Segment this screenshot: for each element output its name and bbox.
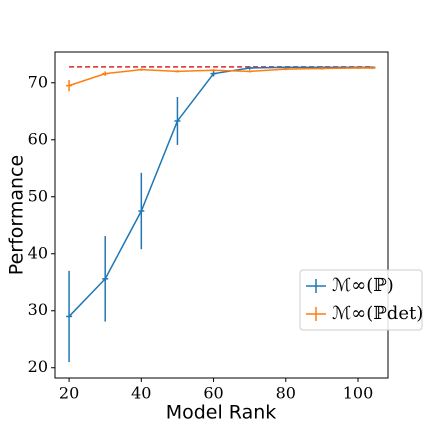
series-line xyxy=(68,67,373,87)
y-tick-label: 30 xyxy=(28,300,48,319)
y-tick-label: 60 xyxy=(28,129,48,148)
legend-box xyxy=(299,269,423,331)
y-axis-label: Performance xyxy=(6,155,28,275)
y-tick-label: 40 xyxy=(28,243,48,262)
legend-label: ℳ∞(ℙ) xyxy=(332,275,394,296)
x-tick-label: 40 xyxy=(131,384,151,403)
legend-label: ℳ∞(ℙdet) xyxy=(332,303,423,324)
y-tick-label: 20 xyxy=(28,357,48,376)
plot-frame xyxy=(54,51,389,379)
y-tick-label: 70 xyxy=(28,72,48,91)
y-tick-label: 50 xyxy=(28,186,48,205)
x-axis-label: Model Rank xyxy=(166,402,277,424)
x-tick-label: 20 xyxy=(59,384,79,403)
x-tick-label: 60 xyxy=(203,384,223,403)
x-tick-label: 80 xyxy=(276,384,296,403)
x-tick-label: 100 xyxy=(343,384,374,403)
